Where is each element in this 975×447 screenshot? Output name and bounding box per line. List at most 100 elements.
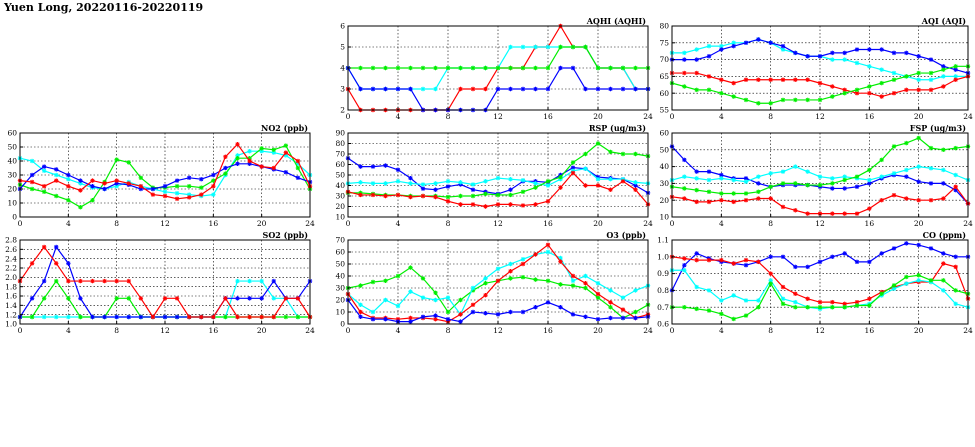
data-point <box>817 97 823 103</box>
x-tick-label: 24 <box>643 219 653 228</box>
data-point <box>743 179 749 184</box>
x-tick-label: 24 <box>963 326 973 335</box>
data-point <box>793 181 798 186</box>
data-point <box>595 291 601 297</box>
data-point <box>941 147 946 152</box>
data-point <box>508 309 513 315</box>
data-point <box>706 54 712 59</box>
data-point <box>545 44 551 50</box>
data-point <box>682 268 687 273</box>
data-point <box>570 283 576 288</box>
data-point <box>458 180 463 185</box>
data-point <box>126 278 131 284</box>
data-point <box>78 204 83 210</box>
data-point <box>483 292 488 298</box>
data-point <box>620 315 626 321</box>
data-point <box>545 65 551 71</box>
data-point <box>805 54 810 59</box>
data-point <box>41 296 47 301</box>
data-point <box>608 86 613 92</box>
data-point <box>928 70 934 76</box>
data-point <box>408 65 413 71</box>
data-point <box>706 87 712 93</box>
data-point <box>533 181 538 186</box>
data-point <box>458 202 463 207</box>
y-tick-label: 2.4 <box>5 254 17 263</box>
data-point <box>780 204 786 210</box>
data-point <box>706 169 712 174</box>
data-point <box>54 314 59 320</box>
data-point <box>867 64 872 69</box>
data-point <box>916 164 921 169</box>
data-point <box>941 251 946 256</box>
x-tick-label: 16 <box>209 219 219 228</box>
y-tick-label: 0 <box>12 213 17 222</box>
data-point <box>768 254 773 259</box>
data-point <box>706 189 712 195</box>
y-tick-label: 10 <box>335 213 345 222</box>
data-point <box>223 165 228 171</box>
data-point <box>793 208 798 213</box>
data-point <box>854 174 860 179</box>
data-point <box>953 74 958 79</box>
data-point <box>545 199 551 204</box>
data-point <box>842 186 847 191</box>
data-point <box>719 43 724 49</box>
data-point <box>916 77 921 82</box>
fsp-chart: 0 4 8 12 16 20 24 10 20 30 40 50 60 FSP (ug/m3) <box>659 123 973 228</box>
data-point <box>126 181 131 186</box>
data-point <box>483 276 488 281</box>
y-tick-label: 60 <box>659 129 669 138</box>
no2-chart: 0 4 8 12 16 20 24 0 10 20 30 40 50 60 NO2 (ppb) <box>7 123 315 228</box>
x-tick-label: 12 <box>815 112 825 121</box>
data-point <box>706 177 712 183</box>
data-point <box>520 261 526 267</box>
data-point <box>102 314 107 320</box>
data-point <box>928 87 934 93</box>
data-point <box>41 189 47 195</box>
data-point <box>953 64 958 69</box>
data-point <box>495 312 501 317</box>
data-point <box>891 192 897 198</box>
data-point <box>719 77 724 82</box>
data-point <box>891 144 897 149</box>
data-point <box>731 40 736 45</box>
y-tick-label: 1.0 <box>5 320 17 329</box>
chart-title: CO (ppm) <box>923 230 967 240</box>
data-point <box>271 296 276 301</box>
y-tick-label: 60 <box>7 129 17 138</box>
data-point <box>817 182 823 188</box>
data-point <box>941 196 946 201</box>
data-point <box>211 184 216 189</box>
x-tick-label: 20 <box>593 219 603 228</box>
data-point <box>879 80 884 86</box>
data-point <box>29 172 35 178</box>
data-point <box>138 296 144 301</box>
data-point <box>370 86 376 92</box>
y-tick-label: 4 <box>340 64 345 73</box>
x-tick-label: 0 <box>346 326 351 335</box>
data-point <box>259 164 264 169</box>
data-point <box>570 312 576 317</box>
data-point <box>408 265 413 270</box>
data-point <box>731 177 736 183</box>
x-tick-label: 20 <box>593 112 603 121</box>
data-point <box>470 285 476 291</box>
x-tick-label: 24 <box>963 112 973 121</box>
data-point <box>223 171 228 176</box>
data-point <box>595 281 601 286</box>
data-point <box>545 249 551 255</box>
data-point <box>174 296 180 301</box>
data-point <box>54 278 59 284</box>
chart-title: AQHI (AQHI) <box>586 16 647 26</box>
data-point <box>817 174 823 179</box>
data-point <box>928 181 934 186</box>
data-point <box>916 135 921 141</box>
data-point <box>162 296 168 301</box>
data-point <box>247 158 252 164</box>
data-point <box>916 179 921 184</box>
data-point <box>891 246 897 251</box>
data-point <box>29 296 35 301</box>
data-point <box>570 170 576 176</box>
x-tick-label: 24 <box>643 112 653 121</box>
